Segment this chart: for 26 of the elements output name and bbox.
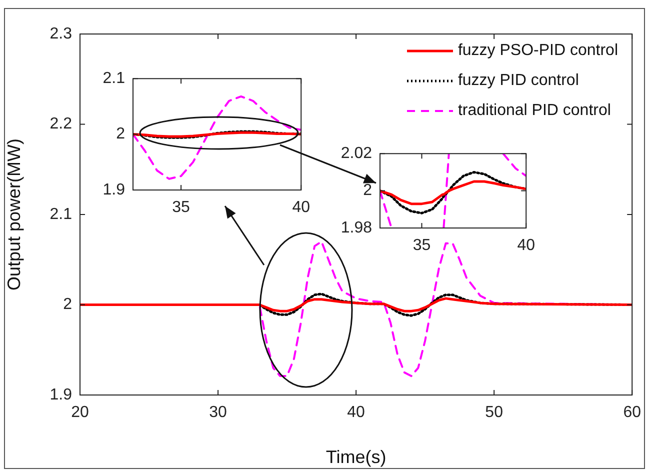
- y-tick-label: 2: [116, 126, 126, 143]
- x-tick-label: 40: [292, 199, 310, 216]
- legend-label: fuzzy PID control: [458, 71, 579, 91]
- x-tick-label: 35: [412, 237, 431, 254]
- x-tick-label: 40: [517, 237, 536, 254]
- y-tick-label: 2.1: [50, 206, 72, 223]
- y-tick-label: 2.2: [50, 116, 72, 133]
- y-tick-label: 1.98: [340, 219, 372, 236]
- x-tick-label: 50: [485, 404, 504, 422]
- x-tick-label: 30: [209, 404, 228, 422]
- x-tick-label: 20: [71, 404, 89, 422]
- legend-label: traditional PID control: [458, 101, 611, 121]
- x-tick-label: 35: [172, 199, 190, 216]
- line-series: [133, 95, 302, 180]
- y-axis-title: Output power(MW): [4, 138, 24, 291]
- y-tick-label: 2: [363, 182, 372, 200]
- x-axis-title: Time(s): [326, 447, 386, 468]
- y-tick-label: 1.9: [102, 181, 126, 198]
- y-tick-label: 2.02: [340, 145, 372, 162]
- y-tick-label: 2: [63, 296, 72, 314]
- x-tick-label: 40: [347, 404, 366, 422]
- y-tick-label: 1.9: [50, 386, 72, 404]
- legend-label: fuzzy PSO-PID control: [458, 41, 618, 61]
- x-tick-label: 60: [623, 404, 642, 422]
- y-tick-label: 2.3: [50, 25, 72, 42]
- y-tick-label: 2.1: [102, 70, 126, 88]
